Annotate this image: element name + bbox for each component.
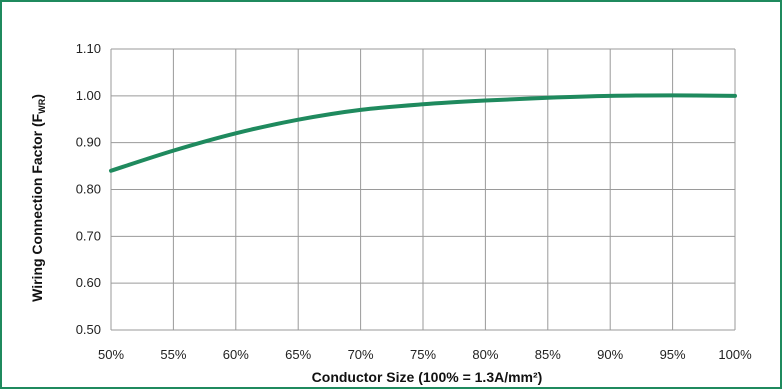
y-axis-title-end: )	[29, 94, 45, 99]
y-tick-label: 0.50	[76, 322, 101, 337]
x-tick-label: 60%	[223, 347, 249, 362]
y-tick-label: 0.90	[76, 135, 101, 150]
series-layer	[109, 93, 737, 173]
x-tick-label: 65%	[285, 347, 311, 362]
y-tick-label: 0.60	[76, 275, 101, 290]
x-tick-label: 90%	[597, 347, 623, 362]
y-tick-label: 1.10	[76, 41, 101, 56]
y-axis-title-subscript: WR	[37, 98, 47, 113]
y-tick-label: 0.70	[76, 228, 101, 243]
x-axis-title: Conductor Size (100% = 1.3A/mm²)	[312, 369, 543, 385]
x-tick-label: 80%	[472, 347, 498, 362]
x-tick-label: 100%	[718, 347, 752, 362]
y-axis-ticks: 0.50 0.60 0.70 0.80 0.90 1.00 1.10	[76, 41, 101, 337]
x-tick-label: 50%	[98, 347, 124, 362]
y-axis-title-main: Wiring Connection Factor (F	[29, 113, 45, 302]
y-tick-label: 0.80	[76, 182, 101, 197]
x-axis-ticks: 50% 55% 60% 65% 70% 75% 80% 85% 90% 95% 100%	[98, 347, 752, 362]
y-tick-label: 1.00	[76, 88, 101, 103]
x-tick-label: 75%	[410, 347, 436, 362]
x-tick-label: 85%	[535, 347, 561, 362]
y-axis-title: Wiring Connection Factor (FWR)	[29, 94, 47, 302]
x-tick-label: 55%	[160, 347, 186, 362]
series-line	[109, 93, 737, 173]
x-tick-label: 70%	[348, 347, 374, 362]
x-tick-label: 95%	[660, 347, 686, 362]
